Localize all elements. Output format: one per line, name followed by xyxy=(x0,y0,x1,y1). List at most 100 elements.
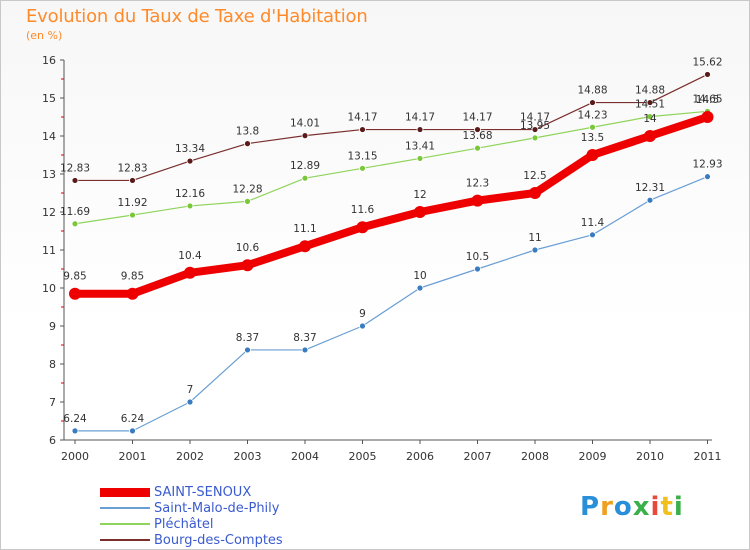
y-tick-label: 8 xyxy=(49,358,56,371)
series-line xyxy=(74,110,709,225)
data-point xyxy=(359,164,366,172)
data-point xyxy=(129,427,136,435)
legend-swatch xyxy=(100,507,150,509)
x-tick-label: 2005 xyxy=(349,450,377,463)
data-point xyxy=(414,206,426,218)
data-point xyxy=(71,427,79,435)
data-label: 12 xyxy=(413,189,426,201)
data-label: 8.37 xyxy=(236,332,259,344)
data-point xyxy=(646,99,654,106)
data-label: 13.8 xyxy=(236,126,259,138)
data-point xyxy=(589,231,596,239)
data-label: 9.85 xyxy=(121,271,144,283)
y-tick-label: 15 xyxy=(42,92,56,105)
data-label: 14.17 xyxy=(520,112,550,124)
data-point xyxy=(184,266,196,279)
y-tick-label: 9 xyxy=(49,320,56,333)
x-tick-label: 2004 xyxy=(291,450,319,463)
x-tick-label: 2000 xyxy=(61,450,89,463)
data-point xyxy=(474,265,481,273)
data-point xyxy=(701,111,714,123)
data-point xyxy=(646,113,654,121)
data-point xyxy=(241,259,254,272)
data-point xyxy=(299,240,311,253)
data-point xyxy=(244,197,251,205)
y-tick-label: 10 xyxy=(42,282,56,295)
data-label: 12.3 xyxy=(466,178,489,190)
data-label: 11.92 xyxy=(117,197,147,209)
data-label: 6.24 xyxy=(63,413,87,425)
data-point xyxy=(71,177,79,184)
data-label: 15.62 xyxy=(692,56,722,68)
data-point xyxy=(129,177,136,184)
logo-letter: t xyxy=(660,492,674,522)
data-label: 12.28 xyxy=(232,183,262,195)
data-label: 7 xyxy=(187,384,194,396)
data-label: 12.93 xyxy=(692,159,722,171)
data-label: 11.6 xyxy=(351,204,375,216)
data-label: 12.83 xyxy=(60,162,90,174)
data-label: 9.85 xyxy=(63,271,86,283)
legend-item: Pléchâtel xyxy=(100,516,214,532)
data-label: 13.68 xyxy=(462,130,492,142)
data-point xyxy=(704,173,711,181)
data-label: 12.16 xyxy=(175,188,205,200)
data-point xyxy=(416,126,424,133)
data-point xyxy=(416,155,424,162)
data-point xyxy=(474,126,481,133)
y-tick-label: 14 xyxy=(42,130,56,143)
data-label: 14.17 xyxy=(405,112,435,124)
x-tick-label: 2003 xyxy=(234,450,262,463)
data-label: 14.88 xyxy=(635,85,665,97)
logo-letter: x xyxy=(632,492,651,522)
legend-swatch xyxy=(100,523,150,525)
data-point xyxy=(529,187,541,199)
x-tick-label: 2002 xyxy=(176,450,204,463)
y-tick-label: 11 xyxy=(42,244,56,257)
data-point xyxy=(471,194,484,207)
data-label: 14.01 xyxy=(290,118,320,130)
data-label: 10.4 xyxy=(178,250,202,262)
logo-letter: i xyxy=(673,492,684,522)
data-point xyxy=(474,144,481,152)
data-label: 6.24 xyxy=(121,413,145,425)
data-point xyxy=(301,174,309,182)
data-point xyxy=(129,211,136,219)
series-line xyxy=(71,113,712,298)
data-label: 12.31 xyxy=(635,182,665,194)
legend-item: SAINT-SENOUX xyxy=(100,484,251,500)
data-label: 14.17 xyxy=(347,112,377,124)
data-label: 14.51 xyxy=(635,99,665,111)
x-tick-label: 2010 xyxy=(636,450,664,463)
data-point xyxy=(589,99,596,106)
data-point xyxy=(69,287,81,300)
data-label: 14.5 xyxy=(696,94,719,106)
data-label: 9 xyxy=(359,308,366,320)
data-point xyxy=(126,287,139,300)
data-label: 14.23 xyxy=(577,109,607,121)
x-tick-label: 2009 xyxy=(579,450,607,463)
series-line xyxy=(74,73,709,182)
data-label: 8.37 xyxy=(293,332,316,344)
data-label: 11.4 xyxy=(581,217,605,229)
data-label: 11 xyxy=(528,232,541,244)
data-point xyxy=(301,346,309,354)
data-label: 12.5 xyxy=(523,170,546,182)
data-point xyxy=(359,126,366,133)
logo-letter: P xyxy=(580,492,601,522)
data-point xyxy=(416,284,424,292)
data-point xyxy=(301,132,309,140)
data-label: 14 xyxy=(643,113,657,125)
legend-label: Saint-Malo-de-Phily xyxy=(154,500,280,516)
chart-axes: 6 7 8 9 10 11 12 13 14 15 16 2000 2001 2002 2003 2004 20… xyxy=(42,54,722,463)
data-point xyxy=(531,134,539,142)
data-point xyxy=(644,130,656,142)
y-tick-label: 6 xyxy=(49,434,56,447)
x-tick-label: 2001 xyxy=(119,450,147,463)
data-label: 11.69 xyxy=(60,206,90,218)
data-label: 12.83 xyxy=(117,162,147,174)
data-point xyxy=(186,398,194,406)
x-tick-label: 2011 xyxy=(694,450,722,463)
data-point xyxy=(704,71,711,78)
